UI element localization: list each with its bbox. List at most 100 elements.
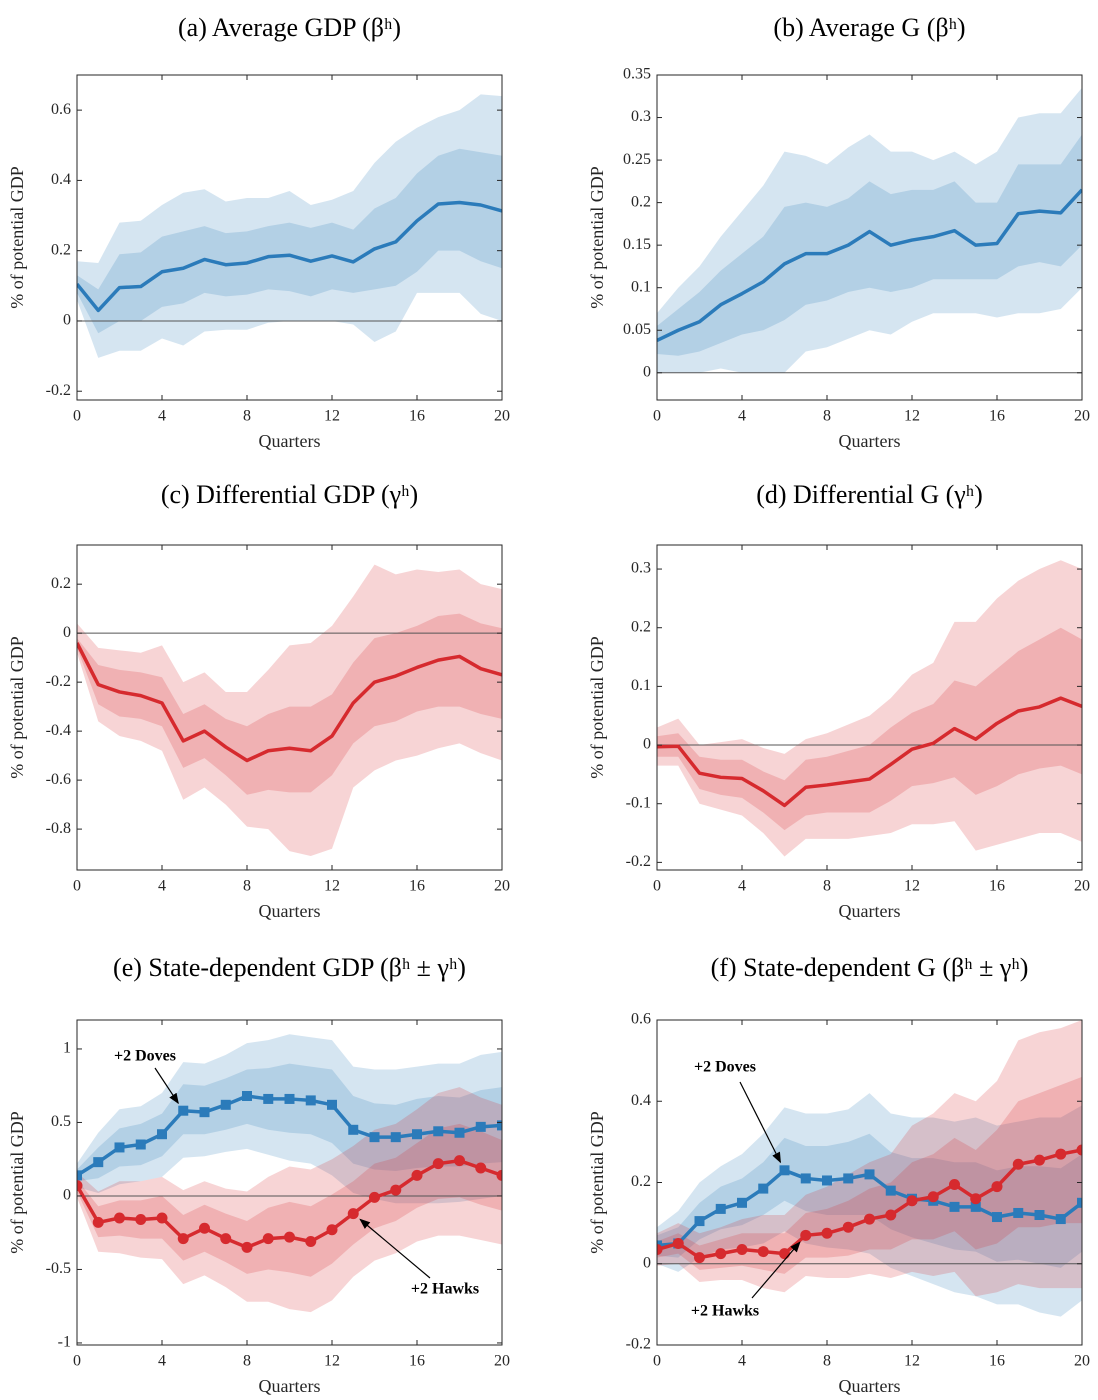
panel: (a) Average GDP (βʰ) Quarters % of potenti… <box>7 13 510 451</box>
axes-box <box>656 544 1083 871</box>
x-axis-label: Quarters <box>839 431 901 451</box>
x-tick-label: 4 <box>738 878 746 895</box>
chart-title: (a) Average GDP (βʰ) <box>178 13 401 42</box>
marker <box>326 1224 338 1236</box>
x-axis-label: Quarters <box>259 431 321 451</box>
marker <box>475 1121 486 1132</box>
y-tick-label: -0.5 <box>46 1260 71 1277</box>
marker <box>1034 1210 1045 1220</box>
y-tick-label: 0.4 <box>631 1092 651 1109</box>
marker <box>949 1201 960 1212</box>
annotation: +2 Hawks <box>691 1303 759 1320</box>
marker <box>864 1213 875 1225</box>
chart-title: (b) Average G (βʰ) <box>773 13 965 42</box>
plot-area <box>657 87 1082 374</box>
confidence-band <box>657 1076 1082 1274</box>
y-tick-label: -0.1 <box>626 794 651 811</box>
y-tick-label: 0.2 <box>51 575 71 592</box>
marker <box>779 1248 790 1260</box>
marker <box>992 1212 1002 1223</box>
y-axis-label: % of potential GDP <box>7 166 27 308</box>
y-tick-label: 0.5 <box>51 1113 71 1130</box>
confidence-band <box>77 1087 502 1313</box>
marker <box>694 1216 705 1227</box>
y-tick-label: 0.1 <box>631 677 651 694</box>
x-axis-label: Quarters <box>259 901 321 921</box>
marker <box>284 1093 295 1104</box>
marker <box>92 1216 104 1228</box>
plot-area <box>77 94 502 358</box>
marker <box>737 1197 747 1208</box>
marker <box>454 1155 465 1167</box>
x-tick-label: 16 <box>989 1353 1005 1370</box>
y-tick-label: 0.6 <box>631 1011 651 1028</box>
confidence-band <box>77 564 502 857</box>
marker <box>475 1162 487 1174</box>
marker <box>220 1099 231 1110</box>
marker <box>157 1129 167 1140</box>
y-tick-label: 0 <box>63 1187 71 1204</box>
x-tick-label: 16 <box>989 878 1005 895</box>
panel: (b) Average G (βʰ) Quarters % of potential… <box>587 13 1090 451</box>
marker <box>242 1090 252 1101</box>
x-tick-label: 0 <box>653 408 661 425</box>
marker <box>305 1236 317 1248</box>
series-line <box>657 188 1082 343</box>
x-tick-label: 12 <box>324 878 340 895</box>
marker <box>497 1120 502 1131</box>
marker <box>390 1184 402 1196</box>
y-tick-label: 0.6 <box>51 101 71 118</box>
annotation-arrow <box>154 1067 179 1105</box>
x-axis-label: Quarters <box>259 1376 321 1396</box>
x-tick-label: 4 <box>158 408 166 425</box>
marker <box>496 1169 502 1181</box>
x-tick-label: 8 <box>823 1353 831 1370</box>
y-axis-label: % of potential GDP <box>7 1111 27 1253</box>
axes-box <box>76 1019 503 1346</box>
marker <box>454 1127 465 1138</box>
y-tick-label: 0.3 <box>631 560 651 577</box>
marker <box>432 1158 444 1170</box>
marker <box>885 1185 896 1196</box>
x-tick-label: 12 <box>324 408 340 425</box>
chart-title: (f) State-dependent G (βʰ ± γʰ) <box>711 953 1029 982</box>
x-tick-label: 20 <box>494 878 510 895</box>
panel: (f) State-dependent G (βʰ ± γʰ) Quarters%… <box>587 953 1090 1396</box>
marker <box>970 1193 982 1205</box>
marker <box>262 1233 274 1245</box>
marker <box>821 1227 833 1239</box>
x-tick-label: 16 <box>409 878 425 895</box>
annotation: +2 Doves <box>694 1059 756 1076</box>
x-tick-label: 20 <box>1074 878 1090 895</box>
marker <box>736 1244 748 1256</box>
y-tick-label: -0.2 <box>46 382 71 399</box>
x-tick-label: 4 <box>738 1353 746 1370</box>
marker <box>178 1105 189 1116</box>
marker <box>93 1157 104 1168</box>
marker <box>842 1221 854 1233</box>
y-tick-label: -0.4 <box>46 722 71 739</box>
axes-box <box>656 74 1083 401</box>
marker <box>694 1252 705 1264</box>
y-axis-label: % of potential GDP <box>587 636 607 778</box>
marker <box>970 1201 981 1212</box>
x-tick-label: 8 <box>823 878 831 895</box>
marker <box>199 1222 210 1234</box>
marker <box>220 1233 232 1245</box>
confidence-band <box>77 613 502 795</box>
y-axis-label: % of potential GDP <box>587 1111 607 1253</box>
y-tick-label: 1 <box>63 1040 71 1057</box>
y-tick-label: -0.6 <box>46 771 71 788</box>
x-tick-label: 16 <box>989 408 1005 425</box>
x-tick-label: 0 <box>73 1353 81 1370</box>
y-tick-label: 0 <box>63 312 71 329</box>
confidence-band <box>657 1093 1082 1317</box>
marker <box>779 1165 790 1176</box>
marker <box>411 1169 423 1181</box>
annotation: +2 Doves <box>114 1048 176 1065</box>
marker <box>715 1203 726 1214</box>
series-line <box>657 696 1082 808</box>
y-tick-label: -0.2 <box>626 1336 651 1353</box>
